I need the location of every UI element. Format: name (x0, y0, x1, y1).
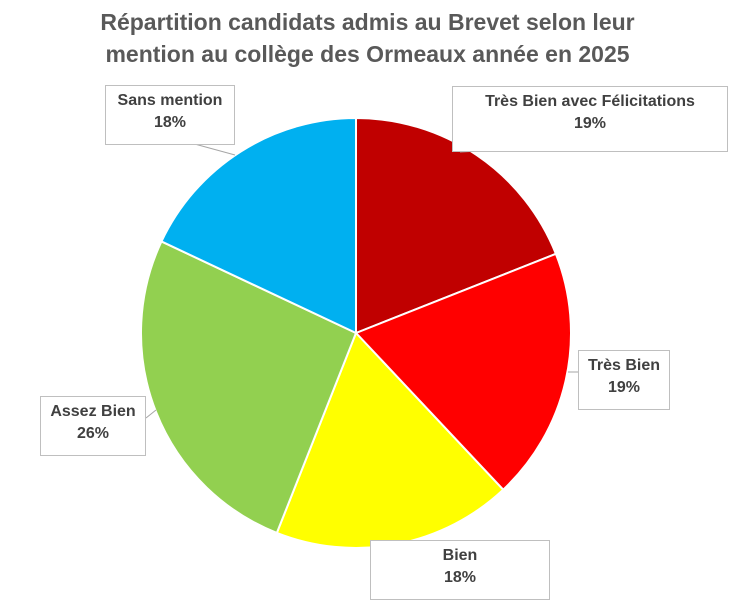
pie-slice-tres-bien-avec-felicitations (355, 117, 557, 334)
data-label-sans-mention: Sans mention 18% (105, 85, 235, 145)
data-label-name: Assez Bien (50, 403, 136, 420)
pie-slice-sans-mention (160, 117, 357, 334)
data-label-name: Très Bien (587, 357, 661, 374)
data-label-assez-bien: Assez Bien 26% (40, 396, 146, 456)
data-label-value: 19% (607, 379, 641, 396)
chart-title: Répartition candidats admis au Brevet se… (0, 6, 735, 70)
leader-line (145, 409, 157, 419)
data-label-value: 26% (76, 425, 110, 442)
data-label-name: Sans mention (117, 92, 223, 109)
pie-slices (140, 117, 572, 549)
data-label-name: Bien (442, 547, 478, 564)
data-label-value: 18% (443, 569, 477, 586)
data-label-tres-bien-avec-felicitations: Très Bien avec Félicitations 19% (452, 86, 728, 152)
chart-title-line-1: Répartition candidats admis au Brevet se… (100, 9, 635, 35)
data-label-value: 18% (153, 114, 187, 131)
data-label-value: 19% (573, 115, 607, 132)
data-label-bien: Bien 18% (370, 540, 550, 600)
chart-title-line-2: mention au collège des Ormeaux année en … (105, 41, 630, 67)
pie-slice-assez-bien (140, 240, 357, 534)
pie-slice-tres-bien (355, 252, 572, 491)
data-label-tres-bien: Très Bien 19% (578, 350, 670, 410)
data-label-name: Très Bien avec Félicitations (485, 93, 695, 110)
